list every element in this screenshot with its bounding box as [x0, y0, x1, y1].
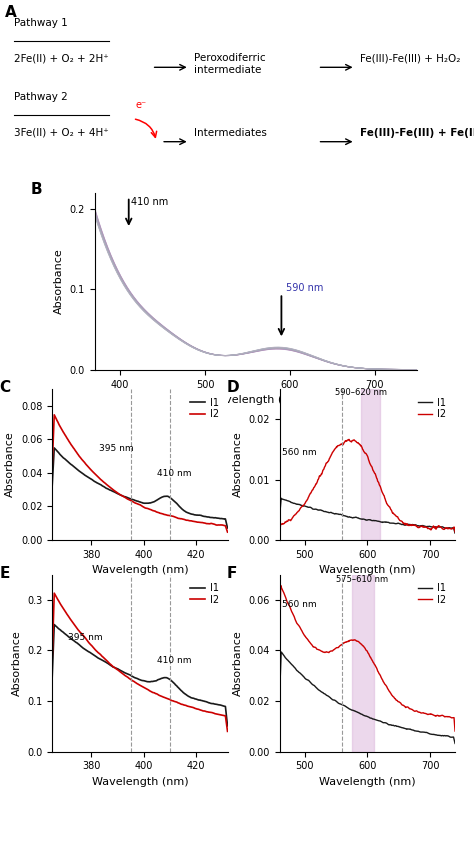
Text: 410 nm: 410 nm [157, 656, 191, 665]
Text: 2Fe(II) + O₂ + 2H⁺: 2Fe(II) + O₂ + 2H⁺ [14, 54, 109, 63]
Text: 560 nm: 560 nm [282, 448, 316, 457]
Text: 575–610 nm: 575–610 nm [336, 575, 388, 584]
Text: B: B [30, 182, 42, 197]
Bar [361, 389, 380, 540]
Text: C: C [0, 380, 10, 395]
Legend: I1, I2: I1, I2 [414, 394, 450, 422]
Text: E: E [0, 566, 10, 581]
Text: A: A [5, 5, 17, 21]
Text: 410 nm: 410 nm [131, 197, 169, 206]
Text: 560 nm: 560 nm [282, 600, 316, 609]
Text: 410 nm: 410 nm [157, 469, 191, 478]
Text: F: F [227, 566, 237, 581]
Text: Fe(III)-Fe(III) + H₂O₂: Fe(III)-Fe(III) + H₂O₂ [360, 54, 461, 63]
Y-axis label: Absorbance: Absorbance [233, 431, 243, 498]
X-axis label: Wavelength (nm): Wavelength (nm) [319, 777, 416, 787]
Text: D: D [227, 380, 240, 395]
Text: 590 nm: 590 nm [286, 283, 323, 293]
Y-axis label: Absorbance: Absorbance [54, 248, 64, 314]
X-axis label: Wavelength (nm): Wavelength (nm) [208, 395, 304, 405]
Text: 395 nm: 395 nm [99, 444, 134, 453]
Text: 590–620 nm: 590–620 nm [335, 388, 387, 397]
Text: Fe(III)-Fe(III) + Fe(III) + 2H₂O: Fe(III)-Fe(III) + Fe(III) + 2H₂O [360, 128, 474, 137]
Legend: I1, I2: I1, I2 [414, 580, 450, 608]
Text: Peroxodiferric
intermediate: Peroxodiferric intermediate [194, 54, 266, 75]
Text: 395 nm: 395 nm [68, 633, 102, 642]
Legend: I1, I2: I1, I2 [186, 394, 223, 422]
Legend: I1, I2: I1, I2 [186, 580, 223, 608]
Text: e⁻: e⁻ [135, 100, 146, 110]
X-axis label: Wavelength (nm): Wavelength (nm) [319, 565, 416, 575]
X-axis label: Wavelength (nm): Wavelength (nm) [91, 565, 188, 575]
Bar [352, 575, 374, 752]
Y-axis label: Absorbance: Absorbance [11, 630, 21, 696]
Y-axis label: Absorbance: Absorbance [5, 431, 15, 498]
Text: Intermediates: Intermediates [194, 128, 267, 137]
X-axis label: Wavelength (nm): Wavelength (nm) [91, 777, 188, 787]
Text: 3Fe(II) + O₂ + 4H⁺: 3Fe(II) + O₂ + 4H⁺ [14, 128, 109, 137]
Y-axis label: Absorbance: Absorbance [233, 630, 243, 696]
Text: Pathway 1: Pathway 1 [14, 18, 68, 28]
Text: Pathway 2: Pathway 2 [14, 92, 68, 102]
